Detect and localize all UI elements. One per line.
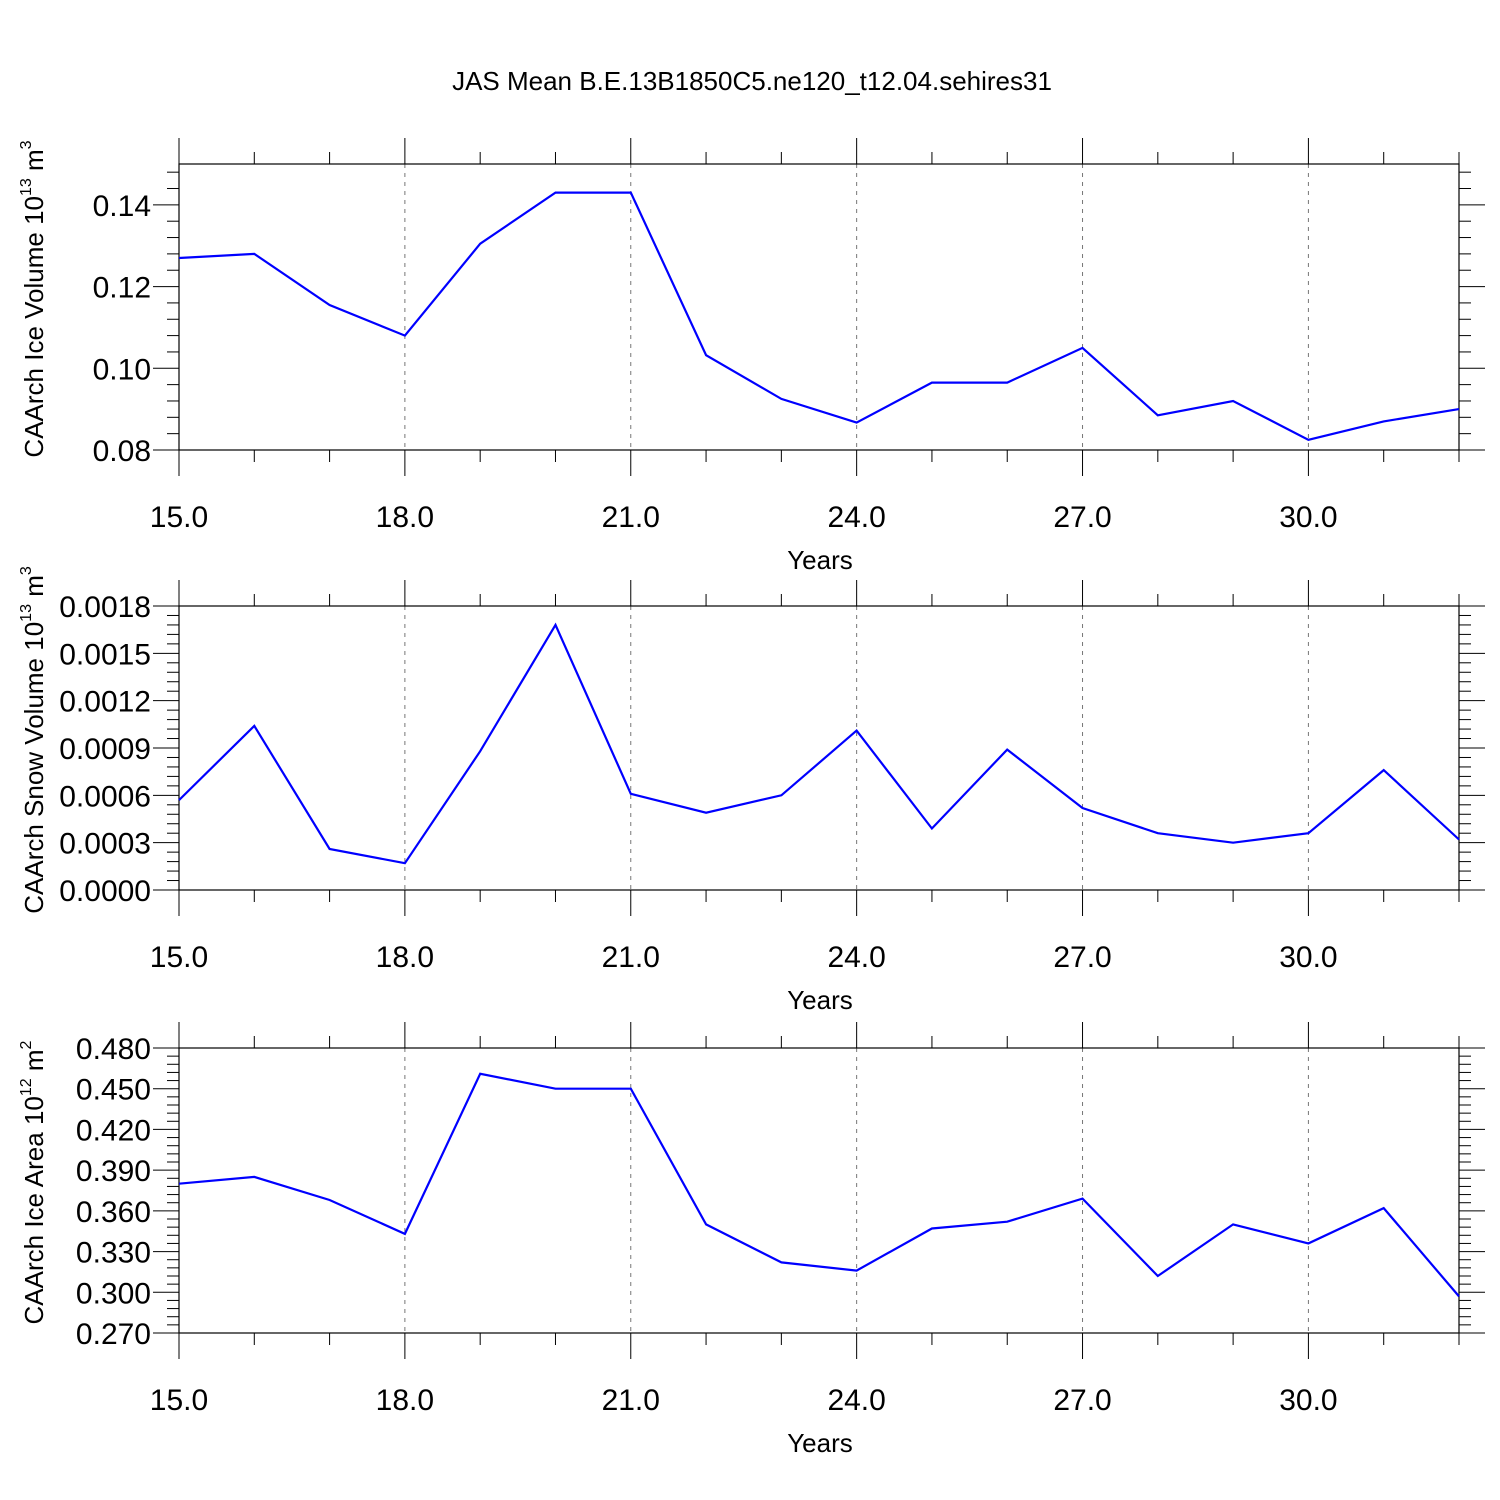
- x-axis-label: Years: [787, 1428, 853, 1458]
- y-axis-label-superscript: 3: [18, 140, 35, 149]
- y-tick-label: 0.0006: [59, 780, 151, 813]
- x-tick-label: 30.0: [1279, 501, 1337, 534]
- y-axis-label-superscript: 3: [18, 566, 35, 575]
- x-axis-label: Years: [787, 545, 853, 575]
- y-tick-label: 0.0009: [59, 733, 151, 766]
- y-axis-label-part: m: [19, 1049, 49, 1078]
- series-line: [178, 622, 1460, 865]
- panel-3: 0.270 0.300 0.330 0.360 0.390 0.420 0.450 0.480…: [18, 1022, 1485, 1458]
- x-tick-label: 30.0: [1279, 1384, 1337, 1417]
- x-tick-label: 24.0: [827, 501, 885, 534]
- y-axis-label-superscript: 13: [18, 178, 35, 196]
- y-tick-label: 0.360: [76, 1196, 151, 1229]
- x-tick-label: 27.0: [1053, 1384, 1111, 1417]
- y-axis-label-part: CAArch Snow Volume 10: [19, 622, 49, 914]
- x-tick-label: 18.0: [376, 1384, 434, 1417]
- series-line: [178, 1072, 1460, 1298]
- y-axis-label: CAArch Ice Area 1012 m2: [18, 1040, 49, 1324]
- x-tick-label: 18.0: [376, 501, 434, 534]
- figure-title: JAS Mean B.E.13B1850C5.ne120_t12.04.sehi…: [452, 66, 1052, 96]
- y-tick-label: 0.450: [76, 1074, 151, 1107]
- y-tick-label: 0.330: [76, 1237, 151, 1270]
- plot-frame: [178, 605, 1460, 891]
- y-tick-label: 0.12: [93, 272, 151, 305]
- y-tick-label: 0.08: [93, 435, 151, 468]
- plot-frame: [178, 1047, 1460, 1334]
- y-tick-label: 0.0003: [59, 828, 151, 861]
- x-tick-label: 15.0: [150, 501, 208, 534]
- y-tick-label: 0.0015: [59, 638, 151, 671]
- x-axis-label: Years: [787, 985, 853, 1015]
- x-tick-label: 21.0: [602, 1384, 660, 1417]
- y-axis-label: CAArch Snow Volume 1013 m3: [18, 566, 49, 914]
- y-tick-label: 0.300: [76, 1277, 151, 1310]
- x-tick-label: 21.0: [602, 941, 660, 974]
- series-line: [178, 191, 1460, 441]
- y-tick-label: 0.0018: [59, 591, 151, 624]
- plot-frame: [178, 163, 1460, 451]
- y-tick-label: 0.10: [93, 353, 151, 386]
- x-tick-label: 27.0: [1053, 941, 1111, 974]
- x-tick-label: 27.0: [1053, 501, 1111, 534]
- y-axis-label-superscript: 13: [18, 604, 35, 622]
- y-tick-label: 0.270: [76, 1318, 151, 1351]
- x-tick-label: 15.0: [150, 941, 208, 974]
- y-tick-label: 0.390: [76, 1155, 151, 1188]
- y-axis-label-part: m: [19, 575, 49, 604]
- y-axis-label: CAArch Ice Volume 1013 m3: [18, 140, 49, 457]
- panel-1: 0.08 0.10 0.12 0.14 15.0 18.0 21.0 24.0 27.0 30.0…: [18, 138, 1485, 575]
- y-tick-label: 0.420: [76, 1114, 151, 1147]
- y-axis-label-superscript: 2: [18, 1040, 35, 1049]
- y-tick-label: 0.0000: [59, 875, 151, 908]
- panel-2: 0.0000 0.0003 0.0006 0.0009 0.0012 0.0015 0.00…: [18, 566, 1485, 1015]
- x-tick-label: 21.0: [602, 501, 660, 534]
- y-tick-label: 0.0012: [59, 686, 151, 719]
- x-tick-label: 18.0: [376, 941, 434, 974]
- x-tick-label: 24.0: [827, 1384, 885, 1417]
- y-axis-label-part: CAArch Ice Volume 10: [19, 196, 49, 458]
- y-axis-label-part: m: [19, 149, 49, 178]
- y-tick-label: 0.480: [76, 1033, 151, 1066]
- x-tick-label: 24.0: [827, 941, 885, 974]
- x-tick-label: 15.0: [150, 1384, 208, 1417]
- x-tick-label: 30.0: [1279, 941, 1337, 974]
- y-tick-label: 0.14: [93, 190, 151, 223]
- y-axis-label-superscript: 12: [18, 1078, 35, 1096]
- y-axis-label-part: CAArch Ice Area 10: [19, 1096, 49, 1324]
